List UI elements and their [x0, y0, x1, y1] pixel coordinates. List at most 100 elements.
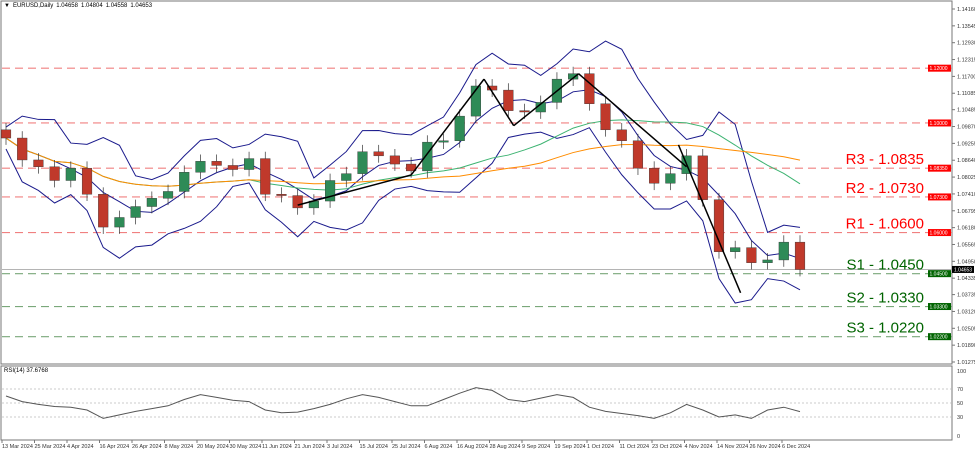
candle-bearish — [649, 167, 660, 184]
level-tag — [928, 64, 951, 72]
y-tick-label: 1.08025 — [957, 175, 975, 181]
level-label: S1 - 1.0450 — [846, 257, 924, 274]
level-tag-text: 1.08350 — [930, 166, 948, 172]
rsi-header: RSI(14) 37.6768 — [4, 368, 48, 374]
x-tick-label: 25 Jul 2024 — [392, 444, 420, 450]
level-tag — [928, 119, 951, 127]
candle-bullish — [438, 140, 449, 143]
candle-bearish — [17, 137, 28, 161]
candle-bullish — [778, 241, 789, 261]
y-tick-label: 1.11085 — [957, 91, 975, 97]
candle-bullish — [114, 217, 125, 228]
y-tick-label: 1.04335 — [957, 276, 975, 282]
y-tick-label: 1.03120 — [957, 309, 975, 315]
x-tick-label: 21 Jun 2024 — [295, 444, 325, 450]
level-tag-text: 1.12000 — [930, 66, 948, 72]
candle-bullish — [146, 198, 157, 207]
candle-bearish — [697, 155, 708, 200]
candle-bullish — [195, 161, 206, 173]
candle-bullish — [454, 115, 465, 141]
rsi-tick-label: 50 — [957, 401, 963, 407]
candle-bearish — [600, 103, 611, 131]
candle-bearish — [584, 73, 595, 104]
x-tick-label: 16 Apr 2024 — [100, 444, 130, 450]
x-tick-label: 16 Aug 2024 — [457, 444, 488, 450]
y-tick-label: 1.06795 — [957, 209, 975, 215]
rsi-tick-label: 0 — [957, 434, 960, 440]
level-tag — [928, 270, 951, 278]
candle-bearish — [373, 151, 384, 157]
y-tick-label: 1.09255 — [957, 141, 975, 147]
candle-bearish — [276, 193, 287, 196]
candle-bullish — [341, 173, 352, 181]
level-tag — [928, 303, 951, 311]
y-tick-label: 1.12930 — [957, 41, 975, 47]
level-tag-text: 1.03300 — [930, 305, 948, 311]
bollinger-lower — [5, 127, 801, 304]
high-value: 1.04804 — [81, 3, 103, 9]
x-tick-label: 14 Nov 2024 — [717, 444, 748, 450]
x-tick-label: 28 Aug 2024 — [490, 444, 521, 450]
x-tick-label: 26 Nov 2024 — [750, 444, 781, 450]
candle-bearish — [260, 158, 271, 195]
candle-bullish — [470, 85, 481, 117]
triangle-down-icon[interactable]: ▼ — [4, 3, 10, 9]
candle-bearish — [81, 167, 93, 195]
candle-bullish — [130, 206, 141, 218]
trendline — [677, 144, 742, 294]
candle-bearish — [33, 159, 44, 168]
y-tick-label: 1.01890 — [957, 343, 975, 349]
x-tick-label: 23 Oct 2024 — [652, 444, 682, 450]
level-tag — [928, 333, 951, 341]
level-tag-text: 1.06000 — [930, 231, 948, 237]
x-tick-label: 6 Aug 2024 — [425, 444, 453, 450]
candle-bearish — [292, 195, 303, 209]
x-tick-label: 1 Oct 2024 — [587, 444, 614, 450]
x-tick-label: 30 May 2024 — [230, 444, 262, 450]
trendline — [578, 73, 688, 168]
chart-header: ▼ EURUSD,Daily 1.04658 1.04804 1.04558 1.0465… — [4, 3, 155, 9]
level-label: R3 - 1.0835 — [846, 151, 924, 168]
level-tag — [928, 193, 951, 201]
candle-bearish — [713, 199, 725, 252]
y-tick-label: 1.09870 — [957, 125, 975, 131]
bollinger-upper — [5, 40, 801, 234]
candle-bearish — [746, 247, 757, 263]
y-tick-label: 1.13545 — [957, 24, 975, 30]
main-panel — [0, 0, 953, 365]
x-tick-label: 6 Dec 2024 — [782, 444, 810, 450]
candle-bullish — [325, 180, 336, 202]
level-label: R2 - 1.0730 — [846, 180, 924, 197]
y-tick-label: 1.11700 — [957, 74, 975, 80]
rsi-tick-label: 30 — [957, 415, 963, 421]
candle-bullish — [357, 151, 368, 174]
level-tag — [928, 229, 951, 237]
candle-bearish — [503, 89, 514, 111]
y-tick-label: 1.03735 — [957, 293, 975, 299]
candle-bullish — [65, 167, 76, 181]
trendline — [410, 78, 485, 176]
x-tick-label: 4 Nov 2024 — [685, 444, 713, 450]
rsi-label: RSI(14) — [4, 368, 25, 374]
candle-bearish — [519, 110, 530, 113]
x-tick-label: 11 Jun 2024 — [262, 444, 292, 450]
current-price-tag — [952, 265, 974, 273]
candle-bearish — [211, 161, 222, 166]
x-tick-label: 9 Sep 2024 — [522, 444, 550, 450]
current-price-text: 1.04653 — [954, 267, 972, 273]
level-tag-text: 1.02200 — [930, 335, 948, 341]
x-tick-label: 15 Jul 2024 — [360, 444, 388, 450]
rsi-line — [5, 387, 801, 419]
level-label: R1 - 1.0600 — [846, 216, 924, 233]
symbol-label: EURUSD,Daily — [12, 3, 54, 9]
level-tag-text: 1.07300 — [930, 195, 948, 201]
candle-bearish — [487, 85, 498, 91]
candle-bearish — [794, 241, 806, 270]
y-tick-label: 1.01275 — [957, 360, 975, 366]
y-tick-label: 1.02505 — [957, 326, 975, 332]
y-tick-label: 1.12315 — [957, 58, 975, 64]
candle-bullish — [179, 172, 190, 192]
x-tick-label: 25 Mar 2024 — [35, 444, 66, 450]
x-tick-label: 11 Oct 2024 — [620, 444, 650, 450]
